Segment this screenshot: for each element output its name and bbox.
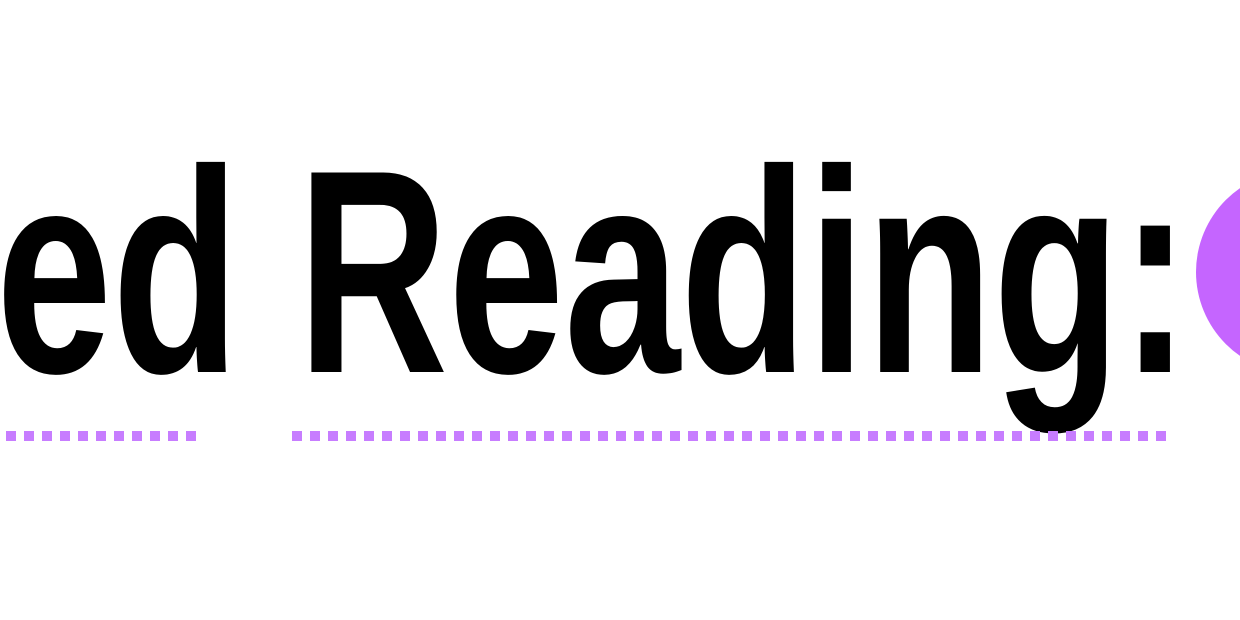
purple-circle bbox=[1196, 188, 1240, 356]
heading: ed Reading: bbox=[0, 110, 1190, 435]
